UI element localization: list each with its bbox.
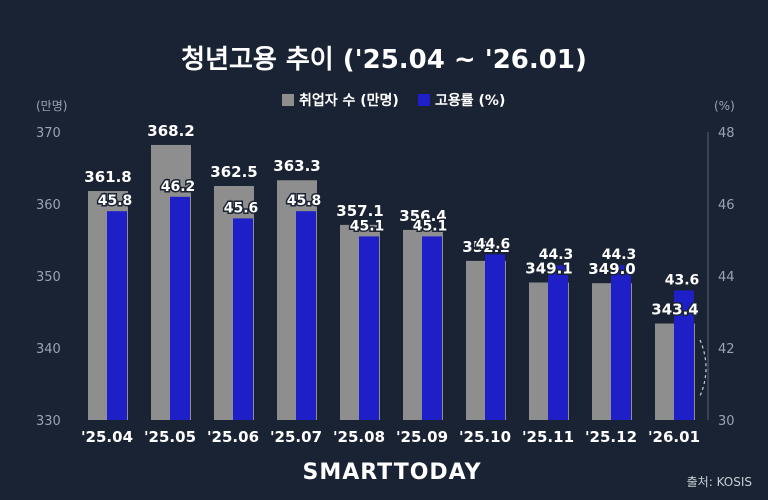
data-label-employed: 363.3 [273, 157, 320, 175]
bar-employment-rate [422, 236, 442, 420]
data-label-employed: 352.1 [462, 238, 509, 256]
data-label-rate: 45.1 [350, 218, 385, 234]
data-label-rate: 45.8 [98, 193, 133, 209]
data-label-employed: 343.4 [651, 301, 698, 319]
data-label-employed: 361.8 [84, 168, 131, 186]
category-label: '25.07 [270, 428, 322, 446]
data-label-employed: 349.1 [525, 259, 572, 277]
left-axis-unit: (만명) [36, 99, 67, 113]
data-label-rate: 46.2 [161, 179, 196, 195]
bar-employment-rate [485, 254, 505, 420]
category-label: '25.05 [144, 428, 196, 446]
left-tick-label: 330 [36, 414, 61, 429]
data-label-rate: 45.6 [224, 200, 259, 216]
bar-employment-rate [107, 211, 127, 420]
chart-title: 청년고용 추이 ('25.04 ~ '26.01) [181, 45, 587, 75]
legend-swatch-employed [282, 94, 294, 106]
left-axis-ticks: 370 360 350 340 330 [36, 126, 61, 429]
data-label-rate: 43.6 [665, 272, 700, 288]
right-tick-label: 46 [718, 198, 735, 213]
bar-employment-rate [296, 211, 316, 420]
data-label-rate: 45.8 [287, 193, 322, 209]
category-label: '25.08 [333, 428, 385, 446]
data-label-rate: 45.1 [413, 218, 448, 234]
bar-employment-rate [611, 265, 631, 420]
bar-employment-rate [359, 236, 379, 420]
data-label-employed: 349.0 [588, 260, 635, 278]
brand-logo: SMARTTODAY [302, 460, 481, 485]
right-tick-label: 42 [718, 342, 735, 357]
data-label-employed: 362.5 [210, 163, 257, 181]
data-labels: 361.8 45.8 368.2 46.2 362.5 45.6 363.3 45.8 357.… [83, 120, 701, 320]
bar-employment-rate [548, 265, 568, 420]
left-tick-label: 370 [36, 126, 61, 141]
left-tick-label: 340 [36, 342, 61, 357]
right-tick-label: 30 [718, 414, 735, 429]
category-label: '26.01 [648, 428, 700, 446]
category-label: '25.10 [459, 428, 511, 446]
data-label-employed: 357.1 [336, 202, 383, 220]
legend-label-rate: 고용률 (%) [435, 92, 505, 109]
data-label-rate: 44.3 [602, 247, 637, 263]
bars [88, 144, 695, 420]
bar-employment-rate [674, 290, 694, 420]
category-label: '25.09 [396, 428, 448, 446]
category-label: '25.11 [522, 428, 574, 446]
category-label: '25.12 [585, 428, 637, 446]
source-note: 출처: KOSIS [687, 475, 752, 489]
category-labels: '25.04 '25.05 '25.06 '25.07 '25.08 '25.09 '25.… [81, 428, 700, 446]
right-tick-label: 48 [718, 126, 735, 141]
left-tick-label: 350 [36, 270, 61, 285]
legend: 취업자 수 (만명) 고용률 (%) [282, 92, 505, 109]
right-axis-unit: (%) [714, 99, 735, 113]
axis-break-mark [699, 339, 707, 397]
right-tick-label: 44 [718, 270, 735, 285]
legend-swatch-rate [418, 94, 430, 106]
legend-label-employed: 취업자 수 (만명) [299, 92, 399, 109]
bar-employment-rate [233, 218, 253, 420]
right-axis-ticks: 48 46 44 42 30 [718, 126, 735, 429]
data-label-employed: 356.4 [399, 207, 446, 225]
category-label: '25.04 [81, 428, 133, 446]
bar-employment-rate [170, 196, 190, 420]
data-label-rate: 44.6 [476, 236, 511, 252]
left-tick-label: 360 [36, 198, 61, 213]
category-label: '25.06 [207, 428, 259, 446]
data-label-rate: 44.3 [539, 247, 574, 263]
data-label-employed: 368.2 [147, 122, 194, 140]
